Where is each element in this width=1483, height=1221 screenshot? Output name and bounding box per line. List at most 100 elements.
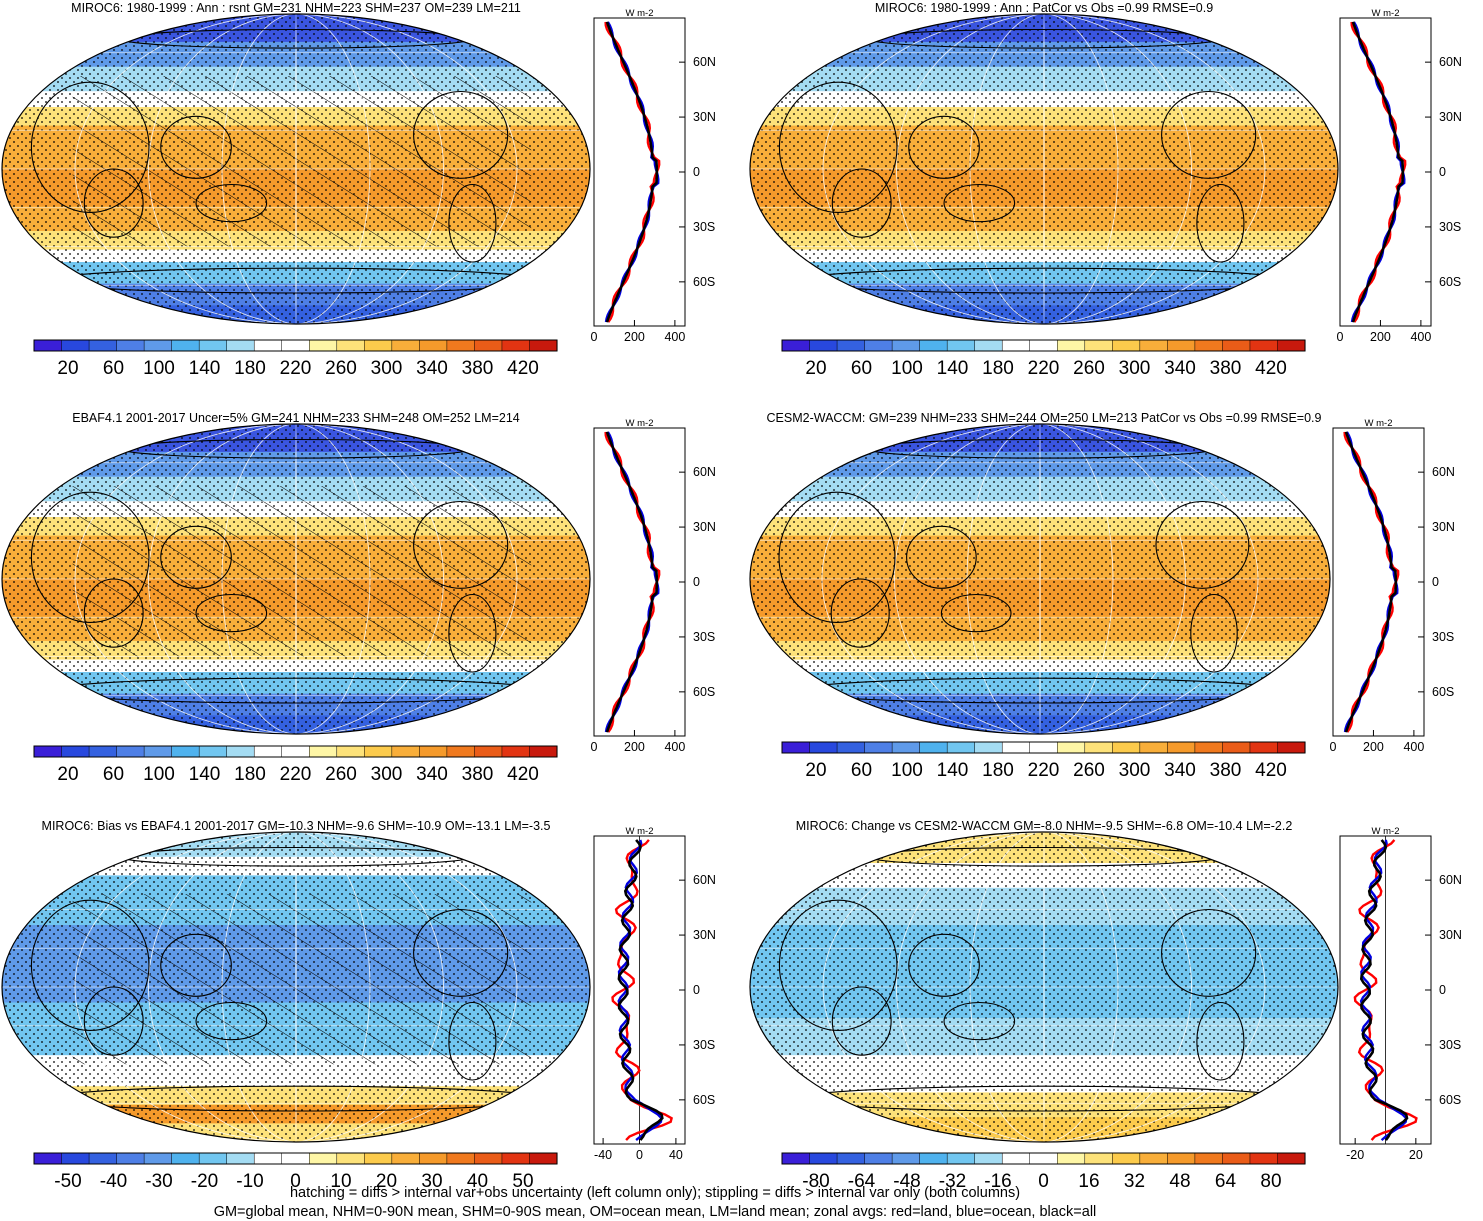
- colorbar-swatch: [364, 1152, 393, 1165]
- coastline: [830, 578, 890, 648]
- colorbar-label: 10: [330, 1171, 351, 1192]
- colorbar-swatch: [836, 339, 866, 352]
- colorbar: 20 60 100 140 180 220 260 300 340 380 420: [33, 339, 558, 379]
- graticule-lon: [896, 832, 1192, 1142]
- colorbar-swatch: [171, 339, 200, 352]
- x-tick-label: 200: [1363, 740, 1384, 754]
- panel-ebaf-obs: EBAF4.1 2001-2017 Uncer=5% GM=241 NHM=23…: [1, 411, 716, 785]
- zonal-mean-plot: W m-2 60N 30N 0 30S 60S -20 20: [1339, 826, 1462, 1162]
- all-zonal-curve: [617, 839, 664, 1141]
- colorbar-swatch: [336, 1152, 365, 1165]
- x-tick-label: 0: [1330, 740, 1337, 754]
- map-border: [1, 831, 591, 1143]
- colorbar-swatch: [281, 745, 310, 758]
- colorbar-frame: [781, 1152, 1306, 1165]
- colorbar-label: -48: [893, 1171, 920, 1192]
- zonal-unit: W m-2: [1365, 418, 1393, 429]
- zonal-unit: W m-2: [626, 826, 654, 837]
- colorbar-swatch: [809, 1152, 838, 1165]
- all-zonal-curve: [605, 431, 659, 733]
- colorbar-swatch: [1222, 339, 1251, 352]
- panel-miroc6-bias: MIROC6: Bias vs EBAF4.1 2001-2017 GM=-10…: [1, 819, 716, 1192]
- colorbar-swatch: [61, 1152, 90, 1165]
- colorbar-swatch: [864, 1152, 893, 1165]
- colorbar-swatch: [529, 745, 558, 758]
- coastline: [30, 491, 150, 623]
- colorbar-swatch: [33, 745, 63, 758]
- colorbar-swatch: [1084, 741, 1113, 754]
- coastline: [908, 115, 980, 179]
- lat-tick-label: 60S: [1432, 685, 1454, 699]
- colorbar-swatch: [281, 339, 310, 352]
- colorbar-swatch: [309, 745, 338, 758]
- lat-tick-label: 60N: [1439, 873, 1462, 887]
- colorbar-swatch: [1029, 1152, 1058, 1165]
- lat-tick-label: 0: [693, 983, 700, 997]
- lat-tick-label: 60N: [1439, 55, 1462, 69]
- colorbar-label: 140: [937, 760, 969, 781]
- lat-tick-label: 60N: [1432, 465, 1455, 479]
- colorbar-swatch: [1001, 741, 1031, 754]
- coastline: [30, 899, 150, 1031]
- zonal-frame: [1332, 427, 1425, 737]
- colorbar-swatch: [171, 1152, 200, 1165]
- colorbar-label: 32: [1124, 1171, 1145, 1192]
- x-tick-label: 400: [1410, 330, 1431, 344]
- colorbar-swatch: [446, 745, 475, 758]
- lat-tick-label: 0: [693, 165, 700, 179]
- colorbar-label: 220: [1028, 358, 1060, 379]
- lat-tick-label: 60N: [693, 465, 716, 479]
- colorbar-swatch: [809, 741, 838, 754]
- lat-tick-label: 30N: [1439, 928, 1462, 942]
- all-zonal-curve: [1351, 21, 1405, 323]
- colorbar-label: 50: [512, 1171, 533, 1192]
- colorbar-swatch: [391, 339, 420, 352]
- colorbar-swatch: [116, 745, 145, 758]
- colorbar-swatch: [1112, 1152, 1141, 1165]
- colorbar-swatch: [891, 741, 921, 754]
- x-tick-label: 200: [624, 740, 645, 754]
- colorbar-swatch: [143, 1152, 173, 1165]
- colorbar-swatch: [781, 741, 811, 754]
- colorbar-swatch: [501, 745, 531, 758]
- lat-tick-label: 60S: [1439, 1093, 1461, 1107]
- x-tick-label: 200: [624, 330, 645, 344]
- colorbar-label: 380: [462, 764, 494, 785]
- colorbar-label: -10: [236, 1171, 263, 1192]
- colorbar-swatch: [891, 1152, 921, 1165]
- colorbar-swatch: [226, 1152, 255, 1165]
- colorbar-label: 0: [290, 1171, 301, 1192]
- x-tick-label: 400: [664, 330, 685, 344]
- colorbar-swatch: [1167, 741, 1196, 754]
- x-tick-label: 400: [664, 740, 685, 754]
- graticule-lon: [1039, 424, 1041, 734]
- colorbar-label: 16: [1078, 1171, 1099, 1192]
- zonal-mean-plot: W m-2 60N 30N 0 30S 60S 0 200 400: [1337, 8, 1462, 344]
- zonal-frame: [593, 17, 686, 327]
- graticule-lon: [295, 424, 297, 734]
- coastline: [83, 168, 144, 238]
- colorbar-swatch: [198, 339, 228, 352]
- colorbar-swatch: [1194, 1152, 1223, 1165]
- map-border: [749, 423, 1331, 735]
- colorbar: -50 -40 -30 -20 -10 0 10 20 30 40 50: [33, 1152, 558, 1192]
- graticule-lon: [821, 424, 1259, 734]
- colorbar-swatch: [946, 741, 976, 754]
- colorbar-swatch: [919, 1152, 948, 1165]
- lat-tick-label: 30S: [1439, 1038, 1461, 1052]
- coastline: [160, 525, 232, 589]
- colorbar-swatch: [226, 339, 255, 352]
- lat-tick-label: 30S: [693, 1038, 715, 1052]
- colorbar-swatch: [253, 745, 283, 758]
- colorbar-swatch: [474, 1152, 503, 1165]
- coastline: [448, 593, 497, 673]
- colorbar-label: 220: [280, 764, 312, 785]
- colorbar-label: 60: [851, 358, 872, 379]
- map-border: [749, 13, 1339, 325]
- graticule-lon: [148, 14, 444, 324]
- land-zonal-curve: [1353, 839, 1418, 1141]
- lat-tick-label: 0: [1439, 983, 1446, 997]
- panel-title: EBAF4.1 2001-2017 Uncer=5% GM=241 NHM=23…: [72, 411, 520, 425]
- colorbar-label: 180: [982, 760, 1014, 781]
- colorbar: 20 60 100 140 180 220 260 300 340 380 420: [781, 339, 1306, 379]
